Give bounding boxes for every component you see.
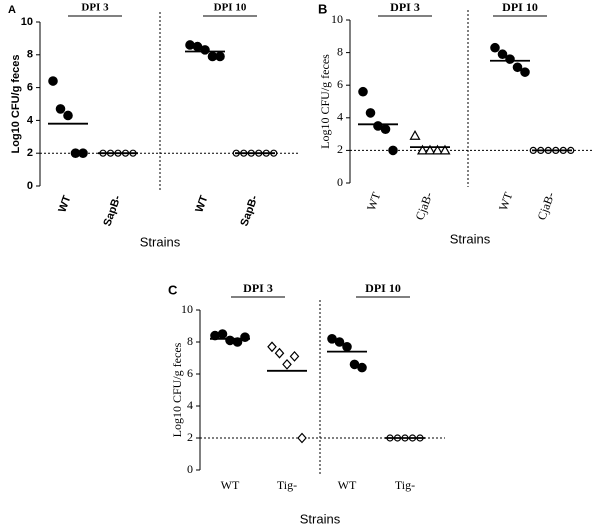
x-axis-label: Strains: [300, 511, 341, 526]
x-tick-label: SapB-: [101, 194, 123, 228]
y-tick-label: 0: [27, 180, 33, 192]
group-label: DPI 10: [365, 281, 401, 295]
x-tick-label: WT: [56, 194, 73, 214]
data-point: [497, 49, 508, 60]
x-tick-label: CjaB-: [412, 190, 435, 222]
data-point: [358, 86, 368, 97]
data-point: [297, 432, 307, 444]
y-tick-label: 8: [337, 44, 343, 58]
y-tick-label: 10: [331, 12, 343, 26]
data-point: [409, 130, 421, 140]
data-point: [490, 42, 500, 53]
y-tick-label: 6: [187, 366, 193, 380]
data-point: [63, 110, 73, 121]
data-point: [232, 337, 243, 347]
data-point: [416, 144, 429, 155]
data-point: [334, 337, 345, 347]
x-tick-label: SapB-: [238, 194, 260, 228]
panel: A 0 2 4 6 8 10 Log10 CFU/g feces DPI 3 DPI 10 WT Sa…: [8, 2, 300, 249]
data-point: [240, 332, 250, 342]
data-point: [512, 62, 523, 73]
panel: B 0 2 4 6 8 10 Log10 CFU/g feces DPI 3 DPI 10 WT Cj…: [318, 0, 592, 246]
data-point: [342, 341, 352, 352]
y-tick-label: 8: [27, 49, 33, 61]
data-point: [217, 329, 228, 339]
data-point: [289, 350, 300, 362]
x-tick-label: WT: [221, 478, 240, 492]
data-point: [215, 51, 225, 62]
x-tick-label: WT: [193, 194, 210, 214]
data-point: [439, 144, 451, 155]
y-tick-label: 4: [27, 114, 34, 126]
x-tick-label: WT: [496, 190, 516, 213]
data-point: [282, 358, 292, 370]
data-point: [267, 341, 277, 353]
x-axis-label: Strains: [450, 231, 491, 246]
data-point: [274, 347, 285, 359]
y-tick-label: 0: [337, 175, 343, 189]
data-point: [365, 108, 376, 118]
x-tick-label: WT: [364, 190, 384, 213]
x-tick-label: CjaB-: [534, 190, 557, 222]
y-tick-label: 2: [337, 142, 343, 156]
data-point: [380, 124, 391, 135]
data-point: [520, 67, 530, 77]
x-axis-label: Strains: [140, 234, 181, 249]
group-label: DPI 3: [81, 2, 109, 14]
data-point: [357, 362, 367, 373]
panel: C 0 2 4 6 8 10 Log10 CFU/g feces DPI 3 DPI 10 WT Ti…: [168, 281, 445, 526]
y-tick-label: 4: [187, 398, 193, 412]
data-point: [200, 45, 210, 55]
data-point: [505, 54, 515, 64]
y-tick-label: 2: [187, 430, 193, 444]
panel-label: B: [318, 1, 327, 16]
y-tick-label: 10: [21, 16, 33, 28]
data-point: [48, 76, 58, 86]
data-point: [78, 148, 88, 158]
panel-label: A: [8, 4, 16, 16]
data-point: [388, 145, 398, 156]
panel-label: C: [168, 282, 178, 297]
y-axis-label: Log10 CFU/g feces: [10, 54, 22, 153]
y-axis-label: Log10 CFU/g feces: [170, 342, 184, 437]
y-tick-label: 4: [337, 110, 343, 124]
data-point: [424, 144, 436, 155]
y-tick-label: 0: [187, 462, 193, 476]
y-tick-label: 8: [187, 334, 193, 348]
data-point: [55, 104, 66, 114]
y-tick-label: 6: [27, 82, 33, 94]
group-label: DPI 10: [502, 0, 538, 14]
y-tick-label: 6: [337, 77, 343, 91]
x-tick-label: WT: [338, 478, 357, 492]
y-tick-label: 10: [181, 302, 193, 316]
group-label: DPI 3: [243, 281, 273, 295]
y-axis-label: Log10 CFU/g feces: [318, 54, 332, 149]
x-tick-label: Tig-: [277, 478, 297, 492]
y-tick-label: 2: [27, 147, 33, 159]
group-label: DPI 3: [390, 0, 420, 14]
data-point: [431, 144, 444, 155]
group-label: DPI 10: [214, 2, 247, 14]
x-tick-label: Tig-: [395, 478, 415, 492]
